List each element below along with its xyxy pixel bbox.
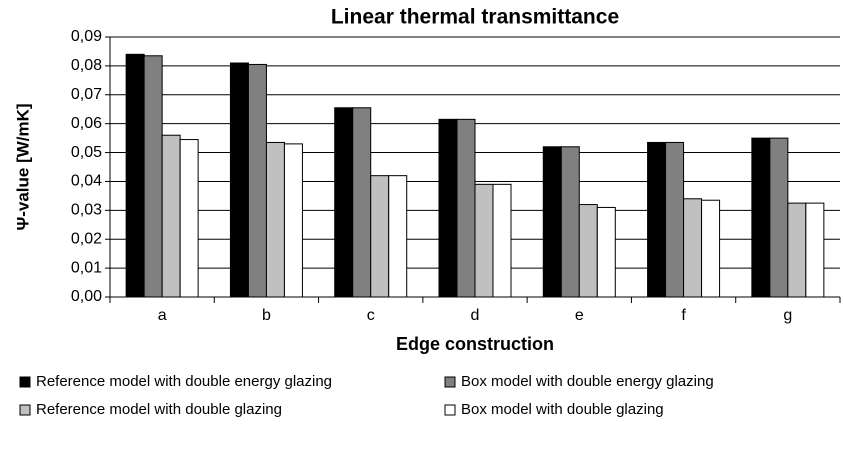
chart-title: Linear thermal transmittance: [331, 6, 619, 29]
bar: [265, 141, 285, 298]
bar: [247, 63, 267, 298]
bar: [560, 146, 580, 298]
legend-swatch: [444, 376, 456, 388]
bar: [769, 137, 789, 298]
bar: [283, 143, 303, 298]
bar: [352, 107, 372, 298]
bar: [665, 141, 685, 298]
legend-label: Reference model with double energy glazi…: [36, 373, 332, 390]
bar: [647, 141, 667, 298]
bar: [161, 134, 181, 298]
y-tick-label: 0,08: [71, 57, 102, 74]
legend-label: Box model with double glazing: [461, 401, 664, 418]
x-tick-label: b: [262, 307, 271, 324]
y-tick-label: 0,05: [71, 144, 102, 161]
bar: [474, 183, 494, 298]
y-tick-label: 0,07: [71, 86, 102, 103]
bar: [596, 206, 616, 298]
bar: [179, 139, 199, 298]
legend-swatch: [19, 404, 31, 416]
bar: [578, 204, 598, 298]
bar: [334, 107, 354, 298]
legend-label: Reference model with double glazing: [36, 401, 282, 418]
bar: [388, 175, 408, 298]
y-tick-label: 0,04: [71, 173, 102, 190]
legend-label: Box model with double energy glazing: [461, 373, 714, 390]
x-axis-title: Edge construction: [396, 334, 554, 354]
bar: [370, 175, 390, 298]
bar: [229, 62, 249, 298]
y-tick-label: 0,09: [71, 28, 102, 45]
y-tick-label: 0,01: [71, 259, 102, 276]
bar: [492, 183, 512, 298]
x-tick-label: c: [367, 307, 375, 324]
bar: [683, 198, 703, 298]
bar: [542, 146, 562, 298]
x-tick-label: d: [471, 307, 480, 324]
bar: [787, 202, 807, 298]
y-tick-label: 0,00: [71, 288, 102, 305]
bar: [125, 53, 145, 298]
x-tick-label: f: [681, 307, 686, 324]
bar: [701, 199, 721, 298]
bar: [456, 118, 476, 298]
y-tick-label: 0,02: [71, 230, 102, 247]
bar: [805, 202, 825, 298]
legend-swatch: [19, 376, 31, 388]
y-tick-label: 0,06: [71, 115, 102, 132]
bar: [438, 118, 458, 298]
x-tick-label: e: [575, 307, 584, 324]
x-tick-label: g: [783, 307, 792, 324]
y-tick-label: 0,03: [71, 202, 102, 219]
legend-swatch: [444, 404, 456, 416]
bar: [143, 55, 163, 298]
y-axis-title: Ψ-value [W/mK]: [13, 103, 32, 230]
bar: [751, 137, 771, 298]
x-tick-label: a: [158, 307, 167, 324]
